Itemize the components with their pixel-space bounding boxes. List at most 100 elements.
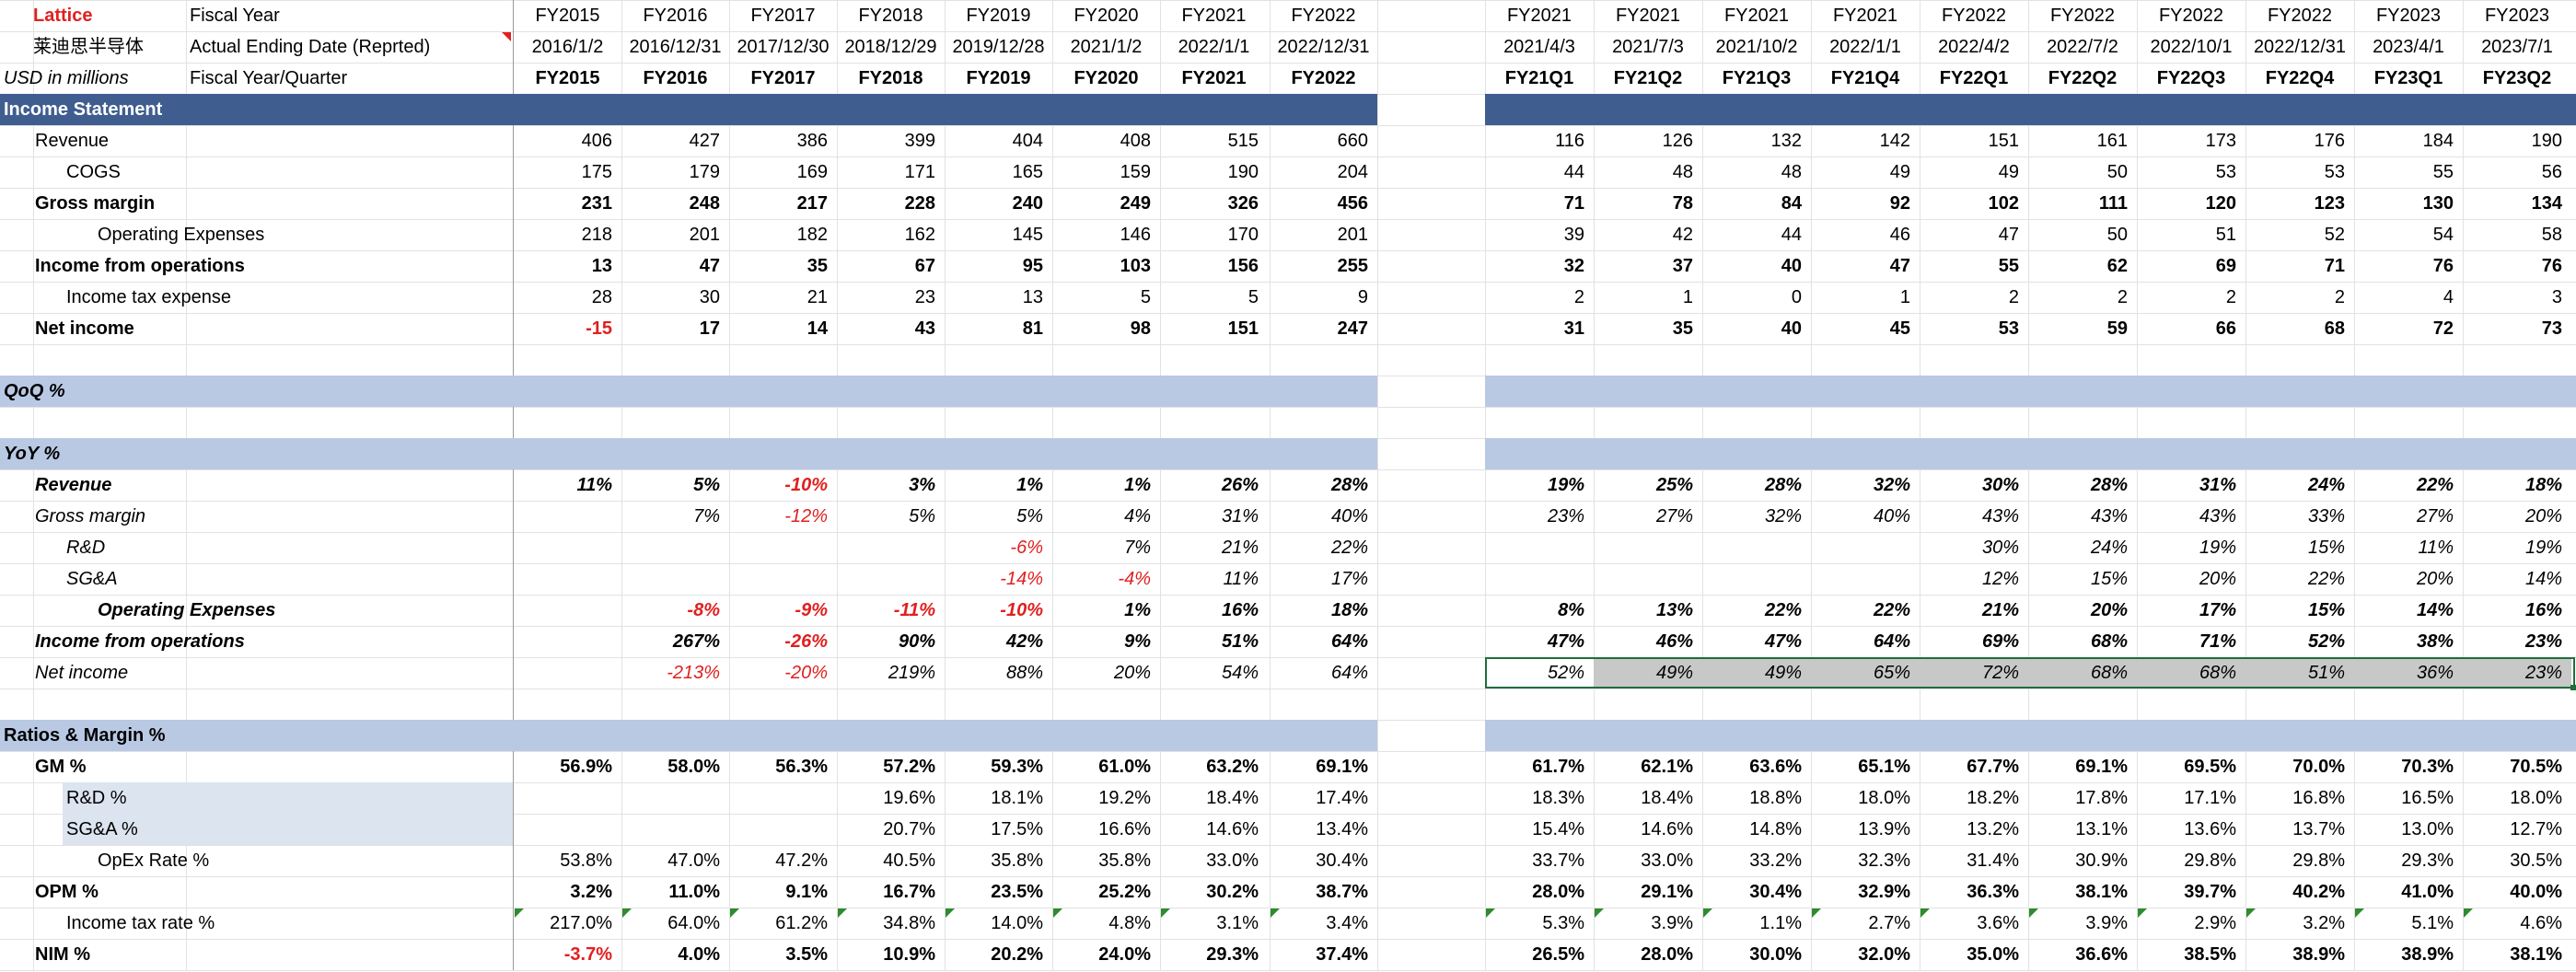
data-cell[interactable] bbox=[729, 532, 837, 563]
data-cell[interactable]: 156 bbox=[1227, 256, 1259, 276]
data-cell[interactable]: 399 bbox=[904, 131, 935, 151]
data-cell[interactable]: 59.3% bbox=[991, 757, 1043, 777]
data-cell[interactable]: 13.4% bbox=[1316, 819, 1368, 839]
data-cell[interactable]: 19% bbox=[2199, 538, 2236, 558]
column-header-period[interactable]: FY22Q4 bbox=[2265, 68, 2335, 88]
data-cell[interactable]: 5 bbox=[1247, 287, 1259, 307]
data-cell[interactable] bbox=[1811, 563, 1920, 595]
data-cell[interactable]: 47 bbox=[699, 256, 720, 276]
fill-handle[interactable] bbox=[2570, 685, 2576, 690]
section-header[interactable]: Income Statement bbox=[4, 99, 163, 120]
data-cell[interactable]: 22% bbox=[2416, 475, 2454, 495]
data-cell[interactable]: 326 bbox=[1227, 193, 1259, 214]
data-cell[interactable]: 4.0% bbox=[678, 944, 720, 965]
company-name-cn[interactable]: 莱迪思半导体 bbox=[33, 37, 144, 57]
row-label[interactable]: R&D bbox=[66, 538, 106, 558]
data-cell[interactable]: 184 bbox=[2422, 131, 2454, 151]
data-cell[interactable]: 72% bbox=[1920, 657, 2028, 688]
data-cell[interactable]: 25.2% bbox=[1098, 882, 1151, 902]
data-cell[interactable]: 176 bbox=[2314, 131, 2345, 151]
data-cell[interactable]: 81 bbox=[1022, 318, 1043, 339]
data-cell[interactable]: 20% bbox=[2199, 569, 2236, 589]
data-cell[interactable]: 14.6% bbox=[1206, 819, 1259, 839]
column-header-fiscal-year[interactable]: FY2016 bbox=[643, 6, 708, 26]
data-cell[interactable]: 66 bbox=[2215, 318, 2236, 339]
column-header-end-date[interactable]: 2018/12/29 bbox=[844, 37, 937, 57]
data-cell[interactable]: 44 bbox=[1781, 225, 1802, 245]
data-cell[interactable]: 126 bbox=[1662, 131, 1693, 151]
data-cell[interactable]: 18% bbox=[2524, 475, 2562, 495]
data-cell[interactable] bbox=[514, 626, 621, 657]
data-cell[interactable]: 248 bbox=[689, 193, 720, 214]
row-label[interactable]: Gross margin bbox=[35, 193, 156, 214]
data-cell[interactable]: -20% bbox=[784, 663, 828, 683]
data-cell[interactable]: 123 bbox=[2314, 193, 2345, 214]
data-cell[interactable]: 16% bbox=[2524, 600, 2562, 620]
data-cell[interactable]: 49% bbox=[1594, 657, 1702, 688]
data-cell[interactable]: 47% bbox=[1547, 631, 1584, 652]
data-cell[interactable]: 26.5% bbox=[1532, 944, 1584, 965]
data-cell[interactable]: 67 bbox=[914, 256, 935, 276]
data-cell[interactable] bbox=[1702, 532, 1811, 563]
data-cell[interactable]: 21% bbox=[1981, 600, 2019, 620]
data-cell[interactable]: 15% bbox=[2307, 538, 2345, 558]
data-cell[interactable]: 68% bbox=[2137, 657, 2245, 688]
data-cell[interactable]: 1 bbox=[1682, 287, 1693, 307]
column-header-end-date[interactable]: 2022/12/31 bbox=[2253, 37, 2347, 57]
row-label[interactable]: Net income bbox=[35, 663, 129, 683]
data-cell[interactable]: 19.2% bbox=[1098, 788, 1151, 808]
data-cell[interactable]: 19% bbox=[1547, 475, 1584, 495]
data-cell[interactable]: 228 bbox=[904, 193, 935, 214]
column-header-period[interactable]: FY2022 bbox=[1291, 68, 1356, 88]
data-cell[interactable]: 62.1% bbox=[1641, 757, 1693, 777]
data-cell[interactable] bbox=[729, 814, 837, 845]
data-cell[interactable]: 13% bbox=[1655, 600, 1693, 620]
data-cell[interactable]: 33.0% bbox=[1641, 850, 1693, 871]
column-header-end-date[interactable]: 2021/1/2 bbox=[1070, 37, 1143, 57]
data-cell[interactable]: 47.0% bbox=[667, 850, 720, 871]
data-cell[interactable]: 14% bbox=[2524, 569, 2562, 589]
section-header[interactable]: QoQ % bbox=[4, 381, 65, 401]
data-cell[interactable]: 38.7% bbox=[1316, 882, 1368, 902]
data-cell[interactable]: 31.4% bbox=[1967, 850, 2019, 871]
data-cell[interactable] bbox=[1594, 532, 1702, 563]
data-cell[interactable]: 218 bbox=[581, 225, 612, 245]
data-cell[interactable]: 18.0% bbox=[2510, 788, 2562, 808]
data-cell[interactable]: 35.0% bbox=[1967, 944, 2019, 965]
end-date-label[interactable]: Actual Ending Date (Reprted) bbox=[190, 37, 431, 57]
column-header-period[interactable]: FY2018 bbox=[858, 68, 923, 88]
data-cell[interactable]: 50 bbox=[2106, 162, 2128, 182]
data-cell[interactable]: 30.0% bbox=[1749, 944, 1802, 965]
data-cell[interactable]: 40 bbox=[1781, 256, 1802, 276]
data-cell[interactable] bbox=[514, 657, 621, 688]
selection-range[interactable] bbox=[1485, 657, 2575, 688]
data-cell[interactable]: 43 bbox=[914, 318, 935, 339]
data-cell[interactable]: 31% bbox=[2199, 475, 2236, 495]
column-header-end-date[interactable]: 2022/4/2 bbox=[1938, 37, 2010, 57]
data-cell[interactable]: 161 bbox=[2096, 131, 2128, 151]
data-cell[interactable]: 30.5% bbox=[2510, 850, 2562, 871]
column-header-end-date[interactable]: 2022/10/1 bbox=[2150, 37, 2233, 57]
data-cell[interactable]: 247 bbox=[1337, 318, 1368, 339]
data-cell[interactable]: 26% bbox=[1221, 475, 1259, 495]
column-header-end-date[interactable]: 2021/10/2 bbox=[1715, 37, 1798, 57]
column-header-end-date[interactable]: 2022/12/31 bbox=[1277, 37, 1370, 57]
column-header-period[interactable]: FY22Q2 bbox=[2048, 68, 2118, 88]
data-cell[interactable]: -4% bbox=[1118, 569, 1151, 589]
data-cell[interactable]: 23% bbox=[2524, 631, 2562, 652]
data-cell[interactable]: 3.9% bbox=[1651, 913, 1693, 933]
data-cell[interactable]: 3.2% bbox=[570, 882, 612, 902]
column-header-end-date[interactable]: 2021/4/3 bbox=[1503, 37, 1575, 57]
data-cell[interactable]: 65% bbox=[1811, 657, 1920, 688]
data-cell[interactable]: 204 bbox=[1337, 162, 1368, 182]
data-cell[interactable]: 18.3% bbox=[1532, 788, 1584, 808]
data-cell[interactable]: 49 bbox=[1889, 162, 1910, 182]
data-cell[interactable]: 16% bbox=[1221, 600, 1259, 620]
data-cell[interactable]: 35 bbox=[1672, 318, 1693, 339]
data-cell[interactable]: 40.5% bbox=[883, 850, 935, 871]
data-cell[interactable]: 62 bbox=[2106, 256, 2128, 276]
data-cell[interactable]: 51% bbox=[2245, 657, 2354, 688]
data-cell[interactable]: 2 bbox=[2225, 287, 2236, 307]
data-cell[interactable]: 217.0% bbox=[550, 913, 612, 933]
